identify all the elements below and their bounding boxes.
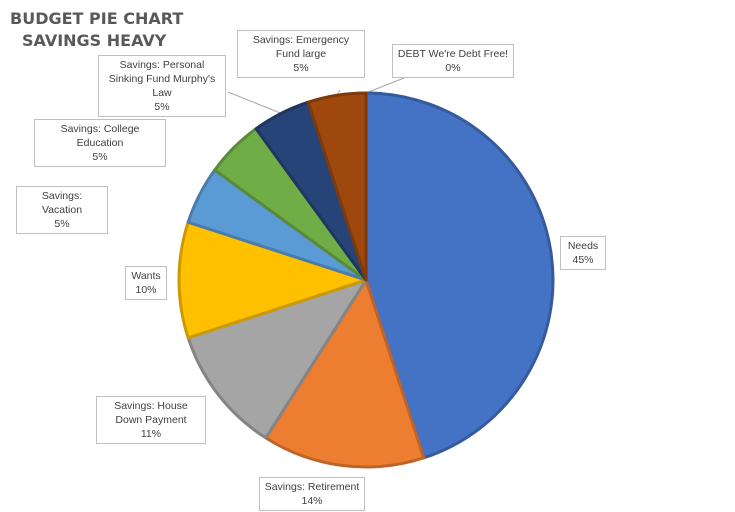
pie-slice-2 xyxy=(186,278,368,440)
label-text: Savings: House Down Payment xyxy=(114,400,188,426)
data-label-vacation: Savings: Vacation 5% xyxy=(16,186,108,234)
label-percent: 5% xyxy=(154,101,170,113)
chart-subtitle: SAVINGS HEAVY xyxy=(22,31,167,50)
leader-line-8 xyxy=(365,77,405,94)
label-percent: 11% xyxy=(140,428,162,440)
data-label-retirement: Savings: Retirement 14% xyxy=(259,477,365,511)
data-label-emergency-fund: Savings: Emergency Fund large 5% xyxy=(237,30,365,78)
data-label-house-down-payment: Savings: House Down Payment 11% xyxy=(96,396,206,444)
label-percent: 5% xyxy=(293,62,309,74)
pie-slice-3 xyxy=(177,220,368,340)
pie-slice-0 xyxy=(364,91,555,460)
leader-line-6 xyxy=(227,91,282,114)
data-label-college-education: Savings: College Education 5% xyxy=(34,119,166,167)
label-text: DEBT We're Debt Free! xyxy=(397,48,509,60)
pie-slice-7 xyxy=(306,91,368,282)
label-text: Wants xyxy=(131,270,161,282)
label-text: Savings: Retirement xyxy=(264,481,360,493)
label-text: Savings: College Education xyxy=(60,123,140,149)
label-text: Savings: Personal Sinking Fund Murphy's … xyxy=(108,59,216,99)
label-percent: 14% xyxy=(301,495,323,507)
label-percent: 5% xyxy=(92,151,108,163)
data-label-needs: Needs 45% xyxy=(560,236,606,270)
chart-title: BUDGET PIE CHART xyxy=(10,9,184,28)
pie-slice-1 xyxy=(264,278,426,469)
label-percent: 10% xyxy=(135,284,157,296)
data-label-wants: Wants 10% xyxy=(125,266,167,300)
label-text: Needs xyxy=(567,240,599,252)
label-text: Savings: Emergency Fund large xyxy=(252,34,350,60)
data-label-debt: DEBT We're Debt Free! 0% xyxy=(392,44,514,78)
label-text: Savings: Vacation xyxy=(41,190,83,216)
label-percent: 5% xyxy=(54,218,70,230)
label-percent: 0% xyxy=(445,62,461,74)
data-label-personal-sinking-fund: Savings: Personal Sinking Fund Murphy's … xyxy=(98,55,226,117)
label-percent: 45% xyxy=(572,254,594,266)
